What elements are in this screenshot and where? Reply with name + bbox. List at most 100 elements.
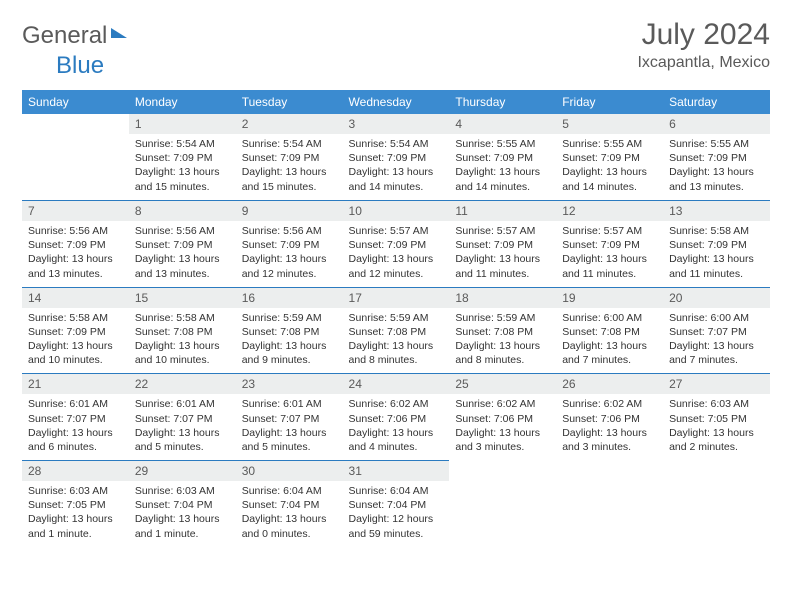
day-details: Sunrise: 5:58 AMSunset: 7:09 PMDaylight:… [663,221,770,287]
calendar-cell: 17Sunrise: 5:59 AMSunset: 7:08 PMDayligh… [343,287,450,374]
day-number: 7 [22,200,129,221]
sunset-text: Sunset: 7:09 PM [669,151,764,165]
sunset-text: Sunset: 7:04 PM [349,498,444,512]
daylight-text: Daylight: 13 hours and 14 minutes. [562,165,657,193]
sunrise-text: Sunrise: 5:54 AM [349,137,444,151]
day-details: Sunrise: 5:59 AMSunset: 7:08 PMDaylight:… [343,308,450,374]
sunrise-text: Sunrise: 5:58 AM [669,224,764,238]
calendar-cell: 23Sunrise: 6:01 AMSunset: 7:07 PMDayligh… [236,373,343,460]
day-details: Sunrise: 6:03 AMSunset: 7:05 PMDaylight:… [22,481,129,547]
day-number: 27 [663,373,770,394]
day-number: 12 [556,200,663,221]
calendar-cell: 3Sunrise: 5:54 AMSunset: 7:09 PMDaylight… [343,114,450,200]
day-header: Tuesday [236,90,343,114]
sunrise-text: Sunrise: 5:59 AM [455,311,550,325]
sunrise-text: Sunrise: 5:58 AM [135,311,230,325]
calendar-cell [556,460,663,547]
day-number: 30 [236,460,343,481]
day-header: Sunday [22,90,129,114]
calendar-cell: 2Sunrise: 5:54 AMSunset: 7:09 PMDaylight… [236,114,343,200]
calendar-cell: 16Sunrise: 5:59 AMSunset: 7:08 PMDayligh… [236,287,343,374]
day-details: Sunrise: 5:54 AMSunset: 7:09 PMDaylight:… [236,134,343,200]
calendar-cell: 24Sunrise: 6:02 AMSunset: 7:06 PMDayligh… [343,373,450,460]
sunset-text: Sunset: 7:07 PM [242,412,337,426]
calendar-cell: 5Sunrise: 5:55 AMSunset: 7:09 PMDaylight… [556,114,663,200]
daylight-text: Daylight: 13 hours and 7 minutes. [562,339,657,367]
calendar-body: 1Sunrise: 5:54 AMSunset: 7:09 PMDaylight… [22,114,770,547]
day-details: Sunrise: 5:56 AMSunset: 7:09 PMDaylight:… [129,221,236,287]
day-number: 14 [22,287,129,308]
daylight-text: Daylight: 13 hours and 6 minutes. [28,426,123,454]
calendar-cell: 30Sunrise: 6:04 AMSunset: 7:04 PMDayligh… [236,460,343,547]
day-header: Saturday [663,90,770,114]
day-number: 25 [449,373,556,394]
sunrise-text: Sunrise: 6:04 AM [349,484,444,498]
day-details: Sunrise: 5:57 AMSunset: 7:09 PMDaylight:… [449,221,556,287]
daylight-text: Daylight: 13 hours and 7 minutes. [669,339,764,367]
calendar-cell: 12Sunrise: 5:57 AMSunset: 7:09 PMDayligh… [556,200,663,287]
sunrise-text: Sunrise: 5:55 AM [562,137,657,151]
daylight-text: Daylight: 13 hours and 12 minutes. [349,252,444,280]
day-number: 31 [343,460,450,481]
sunrise-text: Sunrise: 5:55 AM [455,137,550,151]
daylight-text: Daylight: 13 hours and 13 minutes. [28,252,123,280]
calendar-cell: 25Sunrise: 6:02 AMSunset: 7:06 PMDayligh… [449,373,556,460]
day-details: Sunrise: 5:54 AMSunset: 7:09 PMDaylight:… [343,134,450,200]
calendar-cell [663,460,770,547]
sunrise-text: Sunrise: 5:56 AM [28,224,123,238]
sunrise-text: Sunrise: 6:01 AM [242,397,337,411]
sunset-text: Sunset: 7:06 PM [349,412,444,426]
calendar-cell: 8Sunrise: 5:56 AMSunset: 7:09 PMDaylight… [129,200,236,287]
calendar-cell: 21 Sunrise: 6:01 AMSunset: 7:07 PMDayligh… [22,373,129,460]
calendar-cell: 1Sunrise: 5:54 AMSunset: 7:09 PMDaylight… [129,114,236,200]
day-number: 3 [343,114,450,134]
calendar-cell: 10Sunrise: 5:57 AMSunset: 7:09 PMDayligh… [343,200,450,287]
day-details: Sunrise: 5:58 AMSunset: 7:08 PMDaylight:… [129,308,236,374]
day-details: Sunrise: 6:04 AMSunset: 7:04 PMDaylight:… [236,481,343,547]
day-number: 21 [22,373,129,394]
sunset-text: Sunset: 7:05 PM [28,498,123,512]
calendar-cell: 19Sunrise: 6:00 AMSunset: 7:08 PMDayligh… [556,287,663,374]
location-text: Ixcapantla, Mexico [637,54,770,72]
sunrise-text: Sunrise: 6:01 AM [135,397,230,411]
day-details: Sunrise: 6:01 AMSunset: 7:07 PMDaylight:… [129,394,236,460]
sunrise-text: Sunrise: 6:03 AM [669,397,764,411]
calendar-cell: 18Sunrise: 5:59 AMSunset: 7:08 PMDayligh… [449,287,556,374]
brand-name-2: Blue [56,52,104,79]
day-details: Sunrise: 5:56 AMSunset: 7:09 PMDaylight:… [236,221,343,287]
sunrise-text: Sunrise: 5:56 AM [242,224,337,238]
sunset-text: Sunset: 7:09 PM [135,238,230,252]
calendar-week-row: 28Sunrise: 6:03 AMSunset: 7:05 PMDayligh… [22,460,770,547]
day-header: Wednesday [343,90,450,114]
day-number: 20 [663,287,770,308]
daylight-text: Daylight: 13 hours and 1 minute. [28,512,123,540]
calendar-cell: 9Sunrise: 5:56 AMSunset: 7:09 PMDaylight… [236,200,343,287]
day-number: 28 [22,460,129,481]
calendar-table: SundayMondayTuesdayWednesdayThursdayFrid… [22,90,770,547]
day-details: Sunrise: 6:00 AMSunset: 7:07 PMDaylight:… [663,308,770,374]
calendar-cell: 28Sunrise: 6:03 AMSunset: 7:05 PMDayligh… [22,460,129,547]
sunset-text: Sunset: 7:09 PM [455,238,550,252]
calendar-cell: 31Sunrise: 6:04 AMSunset: 7:04 PMDayligh… [343,460,450,547]
sunrise-text: Sunrise: 5:56 AM [135,224,230,238]
sunset-text: Sunset: 7:09 PM [349,151,444,165]
daylight-text: Daylight: 13 hours and 13 minutes. [669,165,764,193]
day-details: Sunrise: 6:02 AMSunset: 7:06 PMDaylight:… [449,394,556,460]
calendar-week-row: 21Sunrise: 6:01 AMSunset: 7:07 PMDayligh… [22,373,770,460]
daylight-text: Daylight: 13 hours and 3 minutes. [455,426,550,454]
sunset-text: Sunset: 7:06 PM [455,412,550,426]
day-header: Thursday [449,90,556,114]
sunset-text: Sunset: 7:07 PM [28,412,123,426]
day-number: 19 [556,287,663,308]
calendar-cell: 7Sunrise: 5:56 AMSunset: 7:09 PMDaylight… [22,200,129,287]
sunrise-text: Sunrise: 6:01 AM [28,397,123,411]
calendar-cell: 13Sunrise: 5:58 AMSunset: 7:09 PMDayligh… [663,200,770,287]
sunset-text: Sunset: 7:09 PM [28,325,123,339]
day-number: 22 [129,373,236,394]
calendar-cell: 29Sunrise: 6:03 AMSunset: 7:04 PMDayligh… [129,460,236,547]
day-details: Sunrise: 5:55 AMSunset: 7:09 PMDaylight:… [449,134,556,200]
day-details: Sunrise: 5:57 AMSunset: 7:09 PMDaylight:… [556,221,663,287]
day-number: 17 [343,287,450,308]
day-header: Friday [556,90,663,114]
day-number: 15 [129,287,236,308]
